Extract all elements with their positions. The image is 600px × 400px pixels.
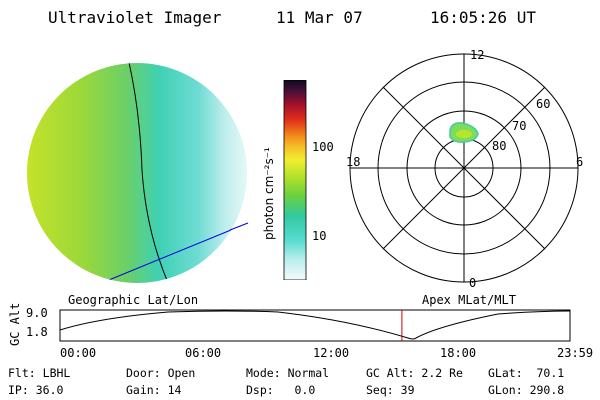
colorbar-tick-10: 10 [312, 229, 327, 243]
timeline-xtick-1800: 18:00 [440, 346, 477, 360]
terminator-line-ext [229, 222, 249, 231]
image-time: 16:05:26 UT [430, 8, 536, 27]
apex-caption: Apex MLat/MLT [422, 293, 516, 307]
instrument-title: Ultraviolet Imager [48, 8, 222, 27]
mlt-label-12: 12 [470, 48, 485, 62]
status-glon: GLon: 290.8 [488, 383, 565, 397]
status-gcalt: GC Alt: 2.2 Re [366, 366, 463, 380]
status-mode: Mode: Normal [246, 366, 330, 380]
mlt-label-0: 0 [469, 276, 477, 290]
colorbar-tick-100: 100 [312, 140, 334, 154]
status-seq: Seq: 39 [366, 383, 415, 397]
colorbar [283, 80, 307, 280]
timeline-ylabel: GC Alt [8, 302, 22, 346]
timeline-xtick-1200: 12:00 [313, 346, 350, 360]
geo-caption: Geographic Lat/Lon [68, 293, 199, 307]
timeline-xtick-0600: 06:00 [185, 346, 222, 360]
auroral-emission-core [456, 130, 472, 138]
earth-disk [27, 63, 247, 283]
status-gain: Gain: 14 [126, 383, 182, 397]
status-dsp: Dsp: 0.0 [246, 383, 316, 397]
lat-label-60: 60 [536, 97, 551, 111]
status-ip: IP: 36.0 [8, 383, 64, 397]
meridian-line [127, 63, 169, 283]
polar-plot [349, 53, 579, 283]
lat-label-80: 80 [492, 139, 507, 153]
mlt-label-6: 6 [576, 155, 584, 169]
altitude-curve [59, 310, 571, 340]
terminator-line [59, 222, 247, 283]
status-door: Door: Open [126, 366, 196, 380]
altitude-timeline [59, 309, 571, 342]
status-filter: Flt: LBHL [8, 366, 71, 380]
colorbar-unit: photon cm⁻²s⁻¹ [262, 147, 276, 240]
image-date: 11 Mar 07 [276, 8, 363, 27]
timeline-ytick-min: 1.8 [26, 325, 48, 339]
timeline-xtick-0000: 00:00 [60, 346, 97, 360]
timeline-xtick-2359: 23:59 [557, 346, 594, 360]
status-glat: GLat: 70.1 [488, 366, 565, 380]
timeline-ytick-max: 9.0 [26, 306, 48, 320]
mlt-label-18: 18 [346, 155, 361, 169]
lat-label-70: 70 [512, 119, 527, 133]
